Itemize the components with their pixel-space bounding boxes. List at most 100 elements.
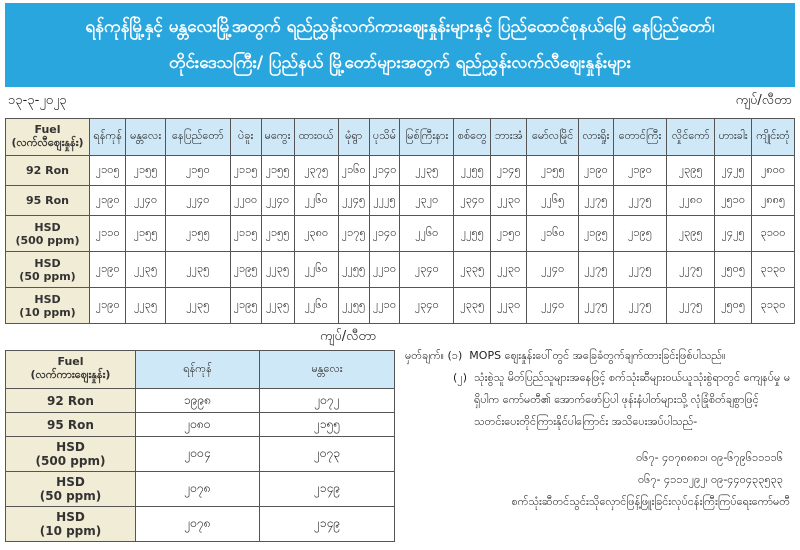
price-cell: ၂၁၄၀ [368, 155, 401, 186]
price-cell: ၂၀၇၃ [259, 436, 395, 472]
city-header: မုံရွာ [337, 118, 370, 156]
price-cell: ၂၃၃၅ [453, 287, 492, 324]
price-cell: ၂၂၄၀ [526, 287, 580, 324]
price-cell: ၂၃၃၅ [453, 251, 492, 288]
price-cell: ၂၂၂၅ [368, 185, 401, 216]
title-line-2: တိုင်းဒေသကြီး/ ပြည်နယ် မြို့တော်များအတွက… [168, 53, 632, 73]
fuel-type-line: (500 ppm) [15, 233, 80, 247]
price-cell: ၂၂၇၅ [612, 287, 668, 324]
price-cell: ၂၁၅၅ [259, 412, 395, 437]
city-header: နေပြည်တော် [164, 118, 231, 156]
fuel-type-cell: HSD (10 ppm) [5, 287, 90, 324]
price-cell: ၂၁၉၀ [612, 155, 668, 186]
price-cell: ၂၂၃၅ [399, 155, 455, 186]
price-cell: ၂၂၇၅ [666, 287, 716, 324]
price-cell: ၂၁၉၀ [88, 251, 127, 288]
city-header: စစ်တွေ [453, 118, 492, 156]
price-cell: ၂၂၄၅ [337, 185, 370, 216]
price-cell: ၂၂၃၀ [490, 185, 528, 216]
wholesale-price-table: Fuel (လက်ကားဈေးနှုန်း) ရန်ကုန် မန္တလေး 92 Ro… [5, 350, 395, 542]
price-cell: ၂၂၆၀ [293, 287, 339, 324]
price-cell: ၃၁၃၀ [751, 287, 795, 324]
price-cell: ၂၂၄၀ [125, 185, 166, 216]
price-cell: ၂၁၉၀ [88, 185, 127, 216]
fuel-type-cell: HSD (500 ppm) [5, 436, 136, 472]
table-row: 95 Ron ၂၁၉၀ ၂၂၄၀ ၂၂၄၀ ၂၂၀၀ ၂၂၄၀ ၂၂၆၀ ၂၂၄၅ ၂၂၂၅ ၂၃… [5, 185, 795, 216]
fuel-type-line: (10 ppm) [39, 524, 102, 538]
table-row: HSD (10 ppm) ၂၀၇၈ ၂၁၄၉ [5, 506, 395, 542]
price-cell: ၂၁၅၀ [164, 155, 231, 186]
city-header: ဟားခါး [714, 118, 753, 156]
table-row: HSD (500 ppm) ၂၁၁၀ ၂၁၅၅ ၂၁၅၅ ၂၁၁၅ ၂၁၅၅ ၂၃၈၀ ၂၁၇၅… [5, 215, 795, 252]
unit-label: ကျပ်/လီတာ [735, 93, 792, 108]
fuel-header-line: (လက်လီဈေးနှုန်း) [11, 135, 84, 149]
price-cell: ၂၃၉၅ [666, 215, 716, 252]
table-row: 92 Ron ၂၁၀၅ ၂၁၅၅ ၂၁၅၀ ၂၁၁၅ ၂၁၅၅ ၂၃၇၅ ၂၁၆၀ ၂၁၄၀ ၂၂… [5, 155, 795, 186]
price-cell: ၂၃၂၀ [399, 185, 455, 216]
price-cell: ၂၂၃၅ [164, 251, 231, 288]
price-cell: ၂၂၇၅ [578, 287, 614, 324]
price-cell: ၂၂၃၅ [260, 287, 295, 324]
price-cell: ၂၂၅၅ [337, 251, 370, 288]
city-header: လှိုင်ကော် [666, 118, 716, 156]
price-cell: ၂၂၆၀ [293, 185, 339, 216]
table-row: 95 Ron ၂၀၈၀ ၂၁၅၅ [5, 412, 395, 437]
price-cell: ၂၂၃၀ [490, 287, 528, 324]
fuel-type-cell: HSD (10 ppm) [5, 506, 136, 542]
price-cell: ၂၂၁၀ [368, 251, 401, 288]
price-cell: ၂၂၃၅ [125, 251, 166, 288]
header-row: Fuel (လက်ကားဈေးနှုန်း) ရန်ကုန် မန္တလေး [5, 350, 395, 389]
price-cell: ၂၂၇၅ [578, 185, 614, 216]
price-cell: ၂၂၆၀ [293, 251, 339, 288]
table-row: HSD (500 ppm) ၂၀၀၄ ၂၀၇၃ [5, 436, 395, 472]
title-line-1: ရန်ကုန်မြို့နှင့် မန္တလေးမြို့အတွက် ရည်ည… [85, 17, 715, 37]
fuel-type-cell: HSD (500 ppm) [5, 215, 90, 252]
price-cell: ၂၅၁၀ [714, 185, 753, 216]
fuel-type-line: 95 Ron [47, 417, 94, 432]
city-header: မြစ်ကြီးနား [399, 118, 455, 156]
price-cell: ၂၃၈၀ [293, 215, 339, 252]
fuel-header-line: Fuel [34, 122, 61, 136]
note-1-number: (၁) [447, 349, 463, 362]
fuel-type-line: HSD [34, 256, 61, 270]
city-header: မန္တလေး [125, 118, 166, 156]
price-cell: ၂၈၈၅ [751, 185, 795, 216]
price-cell: ၂၂၅၅ [337, 287, 370, 324]
price-cell: ၂၈၀၀ [751, 155, 795, 186]
fuel-type-line: (50 ppm) [19, 269, 76, 283]
price-cell: ၂၂၅၅ [453, 155, 492, 186]
price-cell: ၁၉၉၈ [134, 388, 261, 413]
price-cell: ၂၃၄၀ [399, 251, 455, 288]
date: ၁၃-၃-၂၀၂၃ [8, 93, 67, 108]
price-cell: ၂၁၉၀ [88, 287, 127, 324]
fuel-type-line: HSD [56, 510, 85, 524]
price-cell: ၂၃၄၀ [399, 287, 455, 324]
table-row: HSD (10 ppm) ၂၁၉၀ ၂၂၃၅ ၂၂၃၅ ၂၁၉၅ ၂၂၃၅ ၂၂၆၀ ၂၂၅၅၂… [5, 287, 795, 324]
price-cell: ၂၁၆၀ [337, 155, 370, 186]
fuel-type-line: (500 ppm) [35, 454, 106, 468]
city-header: ပဲခူး [229, 118, 262, 156]
fuel-type-line: HSD [34, 292, 61, 306]
price-cell: ၂၅၀၅ [714, 287, 753, 324]
title-banner: ရန်ကုန်မြို့နှင့် မန္တလေးမြို့အတွက် ရည်ည… [5, 3, 795, 87]
price-cell: ၂၁၉၅ [229, 287, 262, 324]
price-cell: ၂၃၄၀ [453, 185, 492, 216]
price-cell: ၂၂၆၀ [399, 215, 455, 252]
price-cell: ၂၂၆၅ [526, 185, 580, 216]
fuel-type-cell: 92 Ron [5, 155, 90, 186]
price-cell: ၂၂၇၅ [612, 185, 668, 216]
price-cell: ၂၁၅၅ [125, 155, 166, 186]
city-header: ထားဝယ် [293, 118, 339, 156]
fuel-type-cell: HSD (50 ppm) [5, 471, 136, 507]
fuel-type-line: (10 ppm) [19, 305, 76, 319]
price-cell: ၂၂၀၀ [229, 185, 262, 216]
price-cell: ၂၄၂၅ [714, 155, 753, 186]
phone-1: ၀၆၇- ၄၀၇၈၈၈၁၊ ၀၉-၆၇၉၆၁၁၁၁၆ [636, 451, 783, 464]
fuel-header: Fuel (လက်ကားဈေးနှုန်း) [5, 350, 136, 389]
price-cell: ၂၁၅၅ [260, 155, 295, 186]
note-2-number: (၂) [453, 371, 467, 384]
price-cell: ၂၁၁၅ [229, 155, 262, 186]
city-header: ပုသိမ် [368, 118, 401, 156]
city-header: မန္တလေး [259, 350, 395, 389]
fuel-header-line: Fuel [57, 355, 84, 368]
